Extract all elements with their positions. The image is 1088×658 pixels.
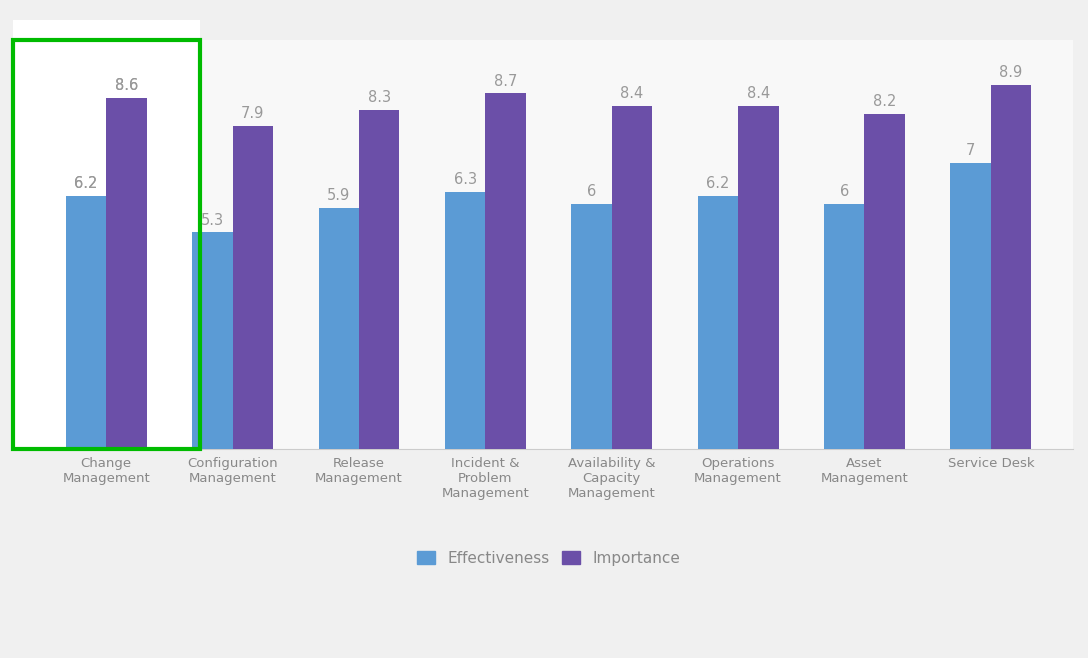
- Bar: [233, 126, 273, 449]
- Text: 8.3: 8.3: [368, 90, 391, 105]
- Text: 8.7: 8.7: [494, 74, 517, 89]
- Text: 6.2: 6.2: [706, 176, 730, 191]
- Text: 7.9: 7.9: [242, 106, 264, 121]
- Bar: [865, 114, 905, 449]
- Bar: [697, 195, 738, 449]
- FancyBboxPatch shape: [13, 20, 200, 449]
- Bar: [824, 204, 865, 449]
- Text: 6.2: 6.2: [74, 176, 98, 191]
- Text: 7: 7: [966, 143, 975, 158]
- Bar: [319, 208, 359, 449]
- Text: 6.2: 6.2: [74, 176, 98, 191]
- Bar: [66, 195, 107, 449]
- Text: 8.6: 8.6: [115, 78, 138, 93]
- Bar: [66, 195, 107, 449]
- Bar: [359, 110, 399, 449]
- Text: 8.4: 8.4: [746, 86, 770, 101]
- Legend: Effectiveness, Importance: Effectiveness, Importance: [411, 545, 687, 572]
- Text: 6.3: 6.3: [454, 172, 477, 187]
- Bar: [571, 204, 611, 449]
- Text: 8.9: 8.9: [1000, 65, 1023, 80]
- Text: 8.2: 8.2: [873, 94, 897, 109]
- Bar: [485, 93, 526, 449]
- Bar: [611, 106, 652, 449]
- Bar: [991, 86, 1031, 449]
- Text: 6: 6: [586, 184, 596, 199]
- Text: 8.6: 8.6: [115, 78, 138, 93]
- Bar: [951, 163, 991, 449]
- Bar: [738, 106, 779, 449]
- Bar: [193, 232, 233, 449]
- Bar: [107, 97, 147, 449]
- Text: 8.4: 8.4: [620, 86, 644, 101]
- Text: 5.9: 5.9: [327, 188, 350, 203]
- Bar: [107, 97, 147, 449]
- Bar: [445, 191, 485, 449]
- Text: 5.3: 5.3: [201, 213, 224, 228]
- Text: 6: 6: [840, 184, 849, 199]
